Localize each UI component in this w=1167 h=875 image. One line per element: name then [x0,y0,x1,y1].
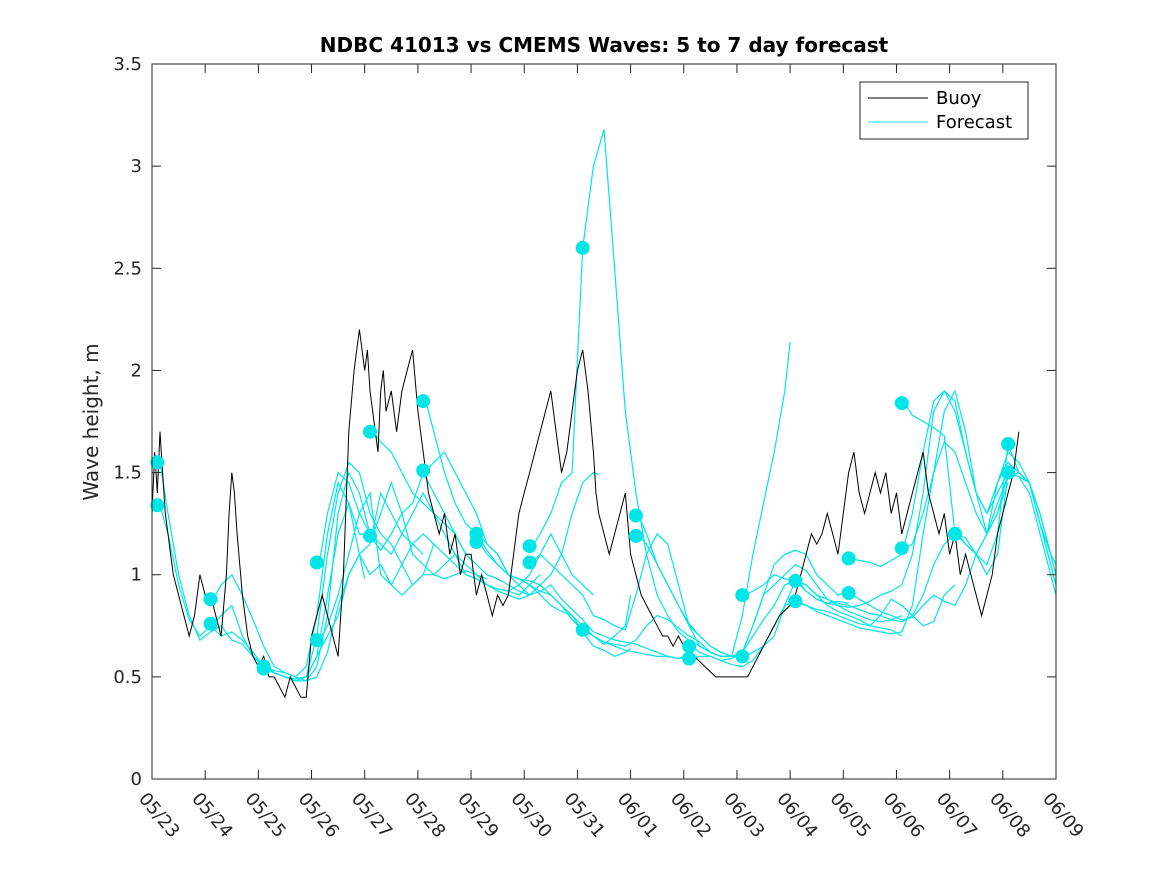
x-tick-label-8: 05/31 [560,789,609,842]
x-tick-label-17: 06/09 [1038,789,1087,842]
forecast-marker-22 [735,588,750,603]
forecast-marker-3 [203,616,218,631]
x-tick-label-11: 06/03 [719,789,768,842]
forecast-marker-25 [788,594,803,609]
forecast-marker-24 [788,573,803,588]
x-tick-label-6: 05/29 [453,789,502,842]
forecast-marker-33 [1001,465,1016,480]
legend-buoy-label: Buoy [936,88,982,109]
x-tick-label-16: 06/08 [985,789,1034,842]
buoy-line [151,329,1020,699]
forecast-marker-20 [682,639,697,654]
forecast-line-8 [372,431,599,596]
forecast-line-19 [691,563,903,662]
legend-forecast-label: Forecast [936,112,1012,133]
forecast-line-13 [478,541,690,660]
plot-area: 00.511.522.533.505/23 05/24 05/25 05/26 05/2… [113,54,1087,842]
x-tick-label-5: 05/28 [400,789,449,842]
legend: Buoy Forecast [859,81,1029,140]
forecast-marker-23 [735,649,750,664]
forecast-line-26 [850,471,1057,621]
forecast-marker-7 [309,633,324,648]
forecast-line-3 [212,461,435,680]
x-tick-label-12: 06/04 [772,789,821,842]
forecast-line-12 [478,533,685,660]
forecast-line-2 [212,491,424,682]
forecast-line-15 [531,532,743,657]
legend-box [859,81,1029,140]
forecast-marker-0 [150,455,165,470]
y-tick-label-4: 2 [131,360,142,381]
forecast-marker-15 [522,555,537,570]
forecast-marker-29 [894,541,909,556]
forecast-line-21 [744,574,956,627]
forecast-line-23 [797,389,1009,609]
y-tick-label-3: 1.5 [113,463,142,484]
y-tick-label-1: 0.5 [113,667,142,688]
x-tick-label-13: 06/05 [825,789,874,842]
forecast-line-0 [159,500,366,682]
forecast-marker-26 [841,551,856,566]
forecast-marker-5 [256,661,271,676]
forecast-marker-18 [628,508,643,523]
y-tick-label-7: 3.5 [113,54,142,75]
x-tick-label-7: 05/30 [506,789,555,842]
x-tick-label-1: 05/24 [187,789,236,842]
forecast-marker-16 [575,240,590,255]
y-axis-label: Wave height, m [79,343,103,500]
forecast-line-29 [957,443,1057,566]
axes-box [151,63,1057,780]
forecast-marker-31 [948,526,962,541]
forecast-marker-17 [575,622,590,637]
x-tick-label-9: 06/01 [613,789,662,842]
forecast-marker-19 [628,528,643,543]
forecast-marker-2 [203,592,218,607]
forecast-marker-32 [1001,437,1016,451]
x-tick-label-14: 06/06 [879,789,928,842]
forecast-marker-27 [841,586,856,601]
x-tick-label-3: 05/26 [294,789,343,842]
forecast-line-24 [797,389,1009,635]
forecast-marker-28 [894,396,909,411]
y-tick-label-2: 1 [131,565,142,586]
chart-title: NDBC 41013 vs CMEMS Waves: 5 to 7 day fo… [320,33,889,57]
forecast-marker-1 [150,498,165,513]
forecast-marker-8 [363,424,377,439]
y-tick-label-6: 3 [131,156,142,177]
y-tick-label-0: 0 [131,769,142,790]
forecast-marker-6 [309,555,324,570]
x-tick-label-10: 06/02 [666,789,715,842]
forecast-line-22 [744,533,956,657]
forecast-line-9 [372,480,594,596]
forecast-marker-14 [522,539,537,554]
x-tick-label-15: 06/07 [932,789,981,842]
forecast-marker-21 [682,651,697,666]
forecast-line-6 [318,471,530,600]
x-tick-label-0: 05/23 [134,789,183,842]
forecast-line-16 [585,341,791,657]
forecast-marker-9 [363,528,377,543]
forecast-line-11 [425,451,632,645]
forecast-line-5 [266,552,488,682]
x-tick-label-4: 05/27 [347,789,396,842]
forecast-marker-10 [416,394,431,409]
x-tick-label-2: 05/25 [241,789,290,842]
forecast-marker-11 [416,463,431,478]
forecast-marker-13 [469,535,484,549]
y-tick-label-5: 2.5 [113,258,142,279]
